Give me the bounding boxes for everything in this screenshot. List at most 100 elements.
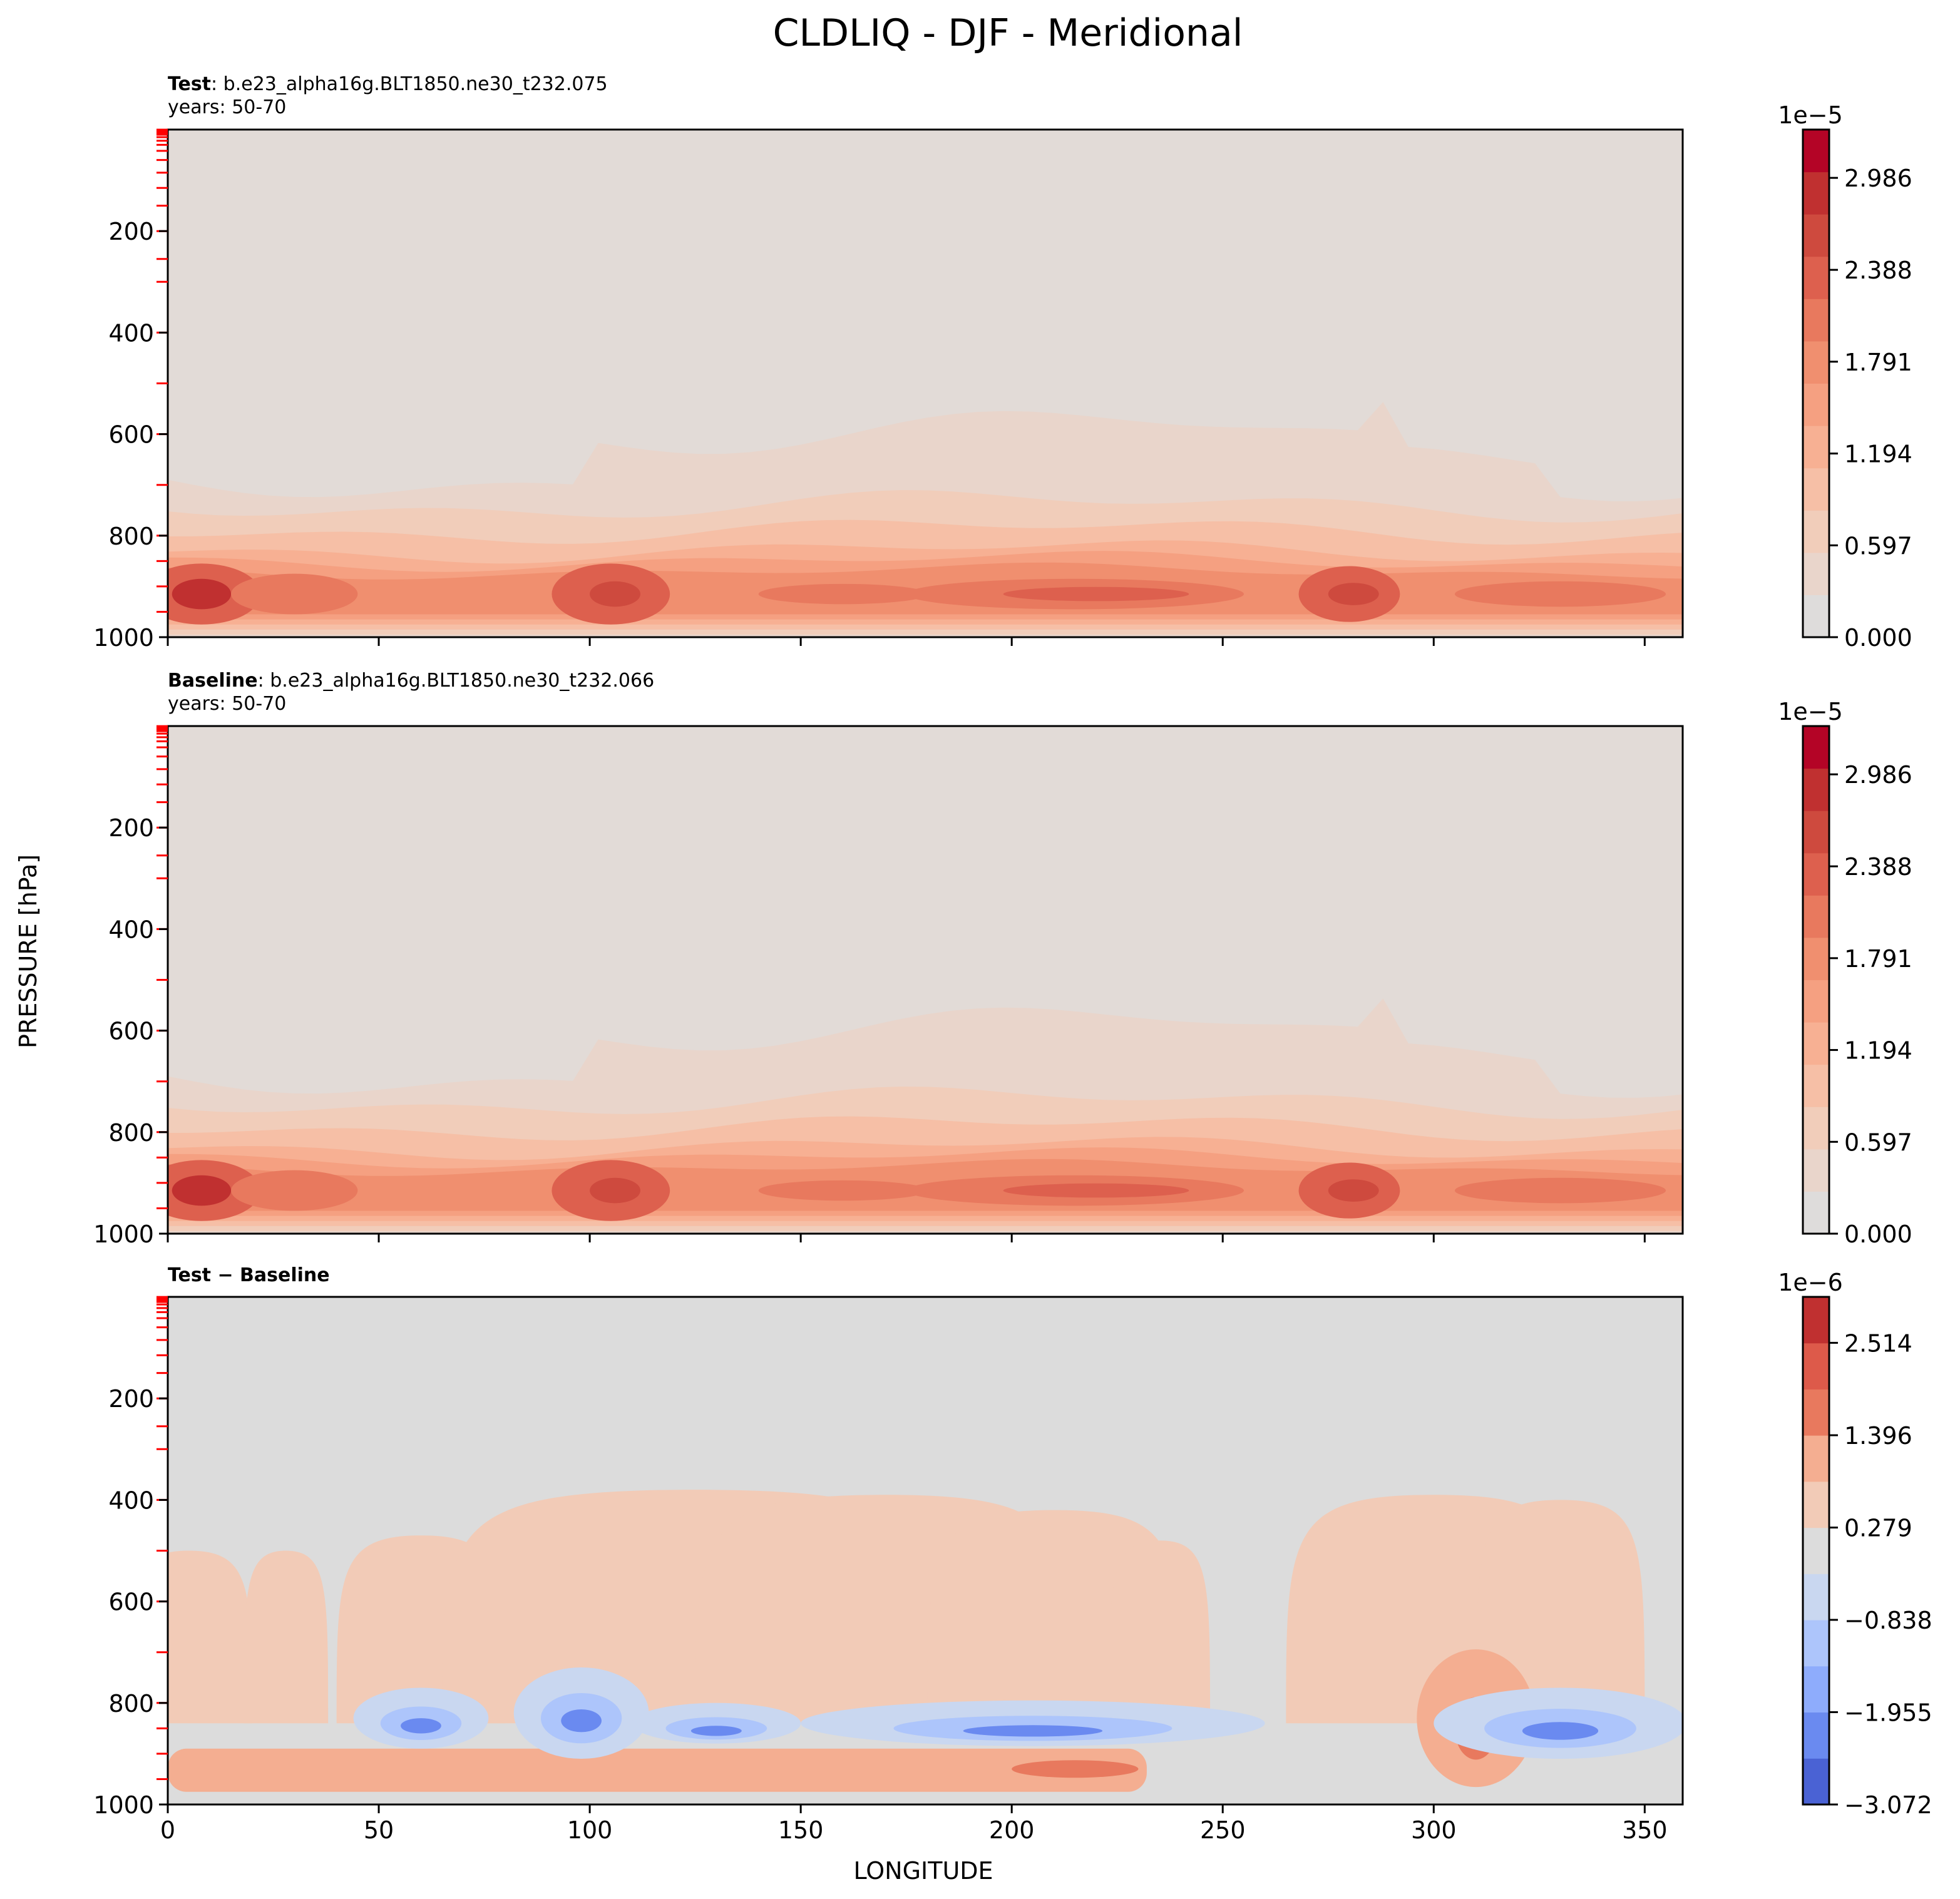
colorbar-tick-label: −0.838	[1844, 1607, 1932, 1634]
colorbar-tick-label: 1.194	[1844, 1037, 1912, 1065]
colorbar-tick-label: 2.388	[1844, 853, 1912, 881]
colorbar-baseline: 1e−5 2.986 2.388 1.791 1.194 0.597 0.000	[1778, 698, 1912, 1248]
x-tick-label: 100	[567, 1816, 613, 1844]
y-tick-label: 400	[108, 1487, 154, 1514]
colorbar-segment	[1803, 299, 1829, 342]
colorbar-frame	[1802, 1296, 1830, 1806]
colorbar-segment	[1803, 895, 1829, 938]
panel-test-label: Test: b.e23_alpha16g.BLT1850.ne30_t232.0…	[168, 73, 608, 95]
colorbar-segment	[1803, 256, 1829, 299]
negative-core-5	[1522, 1722, 1599, 1740]
negative-core-3	[690, 1726, 742, 1736]
x-tick-label: 300	[1411, 1816, 1457, 1844]
x-tick-label: 200	[989, 1816, 1035, 1844]
colorbar-exponent: 1e−5	[1778, 101, 1843, 129]
colorbar-tick-label: 2.514	[1844, 1329, 1912, 1357]
x-tick-label: 250	[1200, 1816, 1246, 1844]
colorbar-segment	[1803, 980, 1829, 1023]
negative-core-1	[401, 1718, 441, 1734]
contour-core-4	[590, 581, 640, 607]
colorbar-tick-label: 2.388	[1844, 257, 1912, 284]
colorbar-tick-label: 1.194	[1844, 441, 1912, 468]
panel-diff-label: Test − Baseline	[168, 1264, 330, 1286]
y-tick-label: 800	[108, 1690, 154, 1717]
colorbar-exponent: 1e−5	[1778, 698, 1843, 725]
y-tick-label: 1000	[93, 1221, 154, 1248]
x-tick-label: 50	[364, 1816, 394, 1844]
colorbar-tick-label: 2.986	[1844, 761, 1912, 789]
colorbar-segment	[1803, 1666, 1829, 1713]
contour-core-11	[231, 573, 358, 615]
x-tick-label: 350	[1622, 1816, 1668, 1844]
colorbar-segment	[1803, 510, 1829, 553]
contour-core-7	[758, 1180, 928, 1201]
colorbar-tick-label: 1.396	[1844, 1422, 1912, 1450]
colorbar-segment	[1803, 1620, 1829, 1667]
colorbar-segment	[1803, 468, 1829, 511]
y-tick-label: 800	[108, 1119, 154, 1147]
colorbar-segment	[1803, 937, 1829, 980]
contour-core-2	[172, 578, 232, 610]
colorbar-test: 1e−5 2.986 2.388 1.791 1.194 0.597 0.000	[1778, 101, 1912, 652]
colorbar-frame	[1802, 725, 1830, 1235]
colorbar-tick-label: 1.791	[1844, 349, 1912, 376]
x-tick-label: 0	[160, 1816, 175, 1844]
colorbar-segment	[1803, 340, 1829, 384]
colorbar-segment	[1803, 1435, 1829, 1482]
x-tick-label: 150	[778, 1816, 824, 1844]
figure-title: CLDLIQ - DJF - Meridional	[773, 11, 1243, 55]
colorbar-segment	[1803, 426, 1829, 469]
colorbar-tick-label: 2.986	[1844, 165, 1912, 192]
colorbar-frame	[1802, 128, 1830, 638]
y-axis-label: PRESSURE [hPa]	[14, 854, 42, 1048]
panel-diff-field	[168, 1297, 1683, 1804]
colorbar-segment	[1803, 1389, 1829, 1436]
colorbar-segment	[1803, 552, 1829, 595]
contour-core-11	[231, 1170, 358, 1211]
colorbar-segment	[1803, 1343, 1829, 1390]
colorbar-tick-label: 0.597	[1844, 1129, 1912, 1156]
colorbar-segment	[1803, 1191, 1829, 1234]
y-tick-label: 200	[108, 218, 154, 245]
positive-surface-band	[168, 1748, 1147, 1792]
contour-core-6	[1003, 586, 1189, 601]
y-tick-label: 1000	[93, 1791, 154, 1819]
panel-baseline-years: years: 50-70	[168, 693, 286, 715]
y-tick-label: 1000	[93, 624, 154, 652]
colorbar-tick-label: −3.072	[1844, 1791, 1932, 1819]
colorbar-tick-label: 0.000	[1844, 1221, 1912, 1248]
colorbar-segment	[1803, 595, 1829, 638]
contour-core-10	[1454, 1177, 1666, 1204]
y-tick-label: 200	[108, 1385, 154, 1413]
panel-test-years: years: 50-70	[168, 96, 286, 118]
colorbar-tick-label: 0.279	[1844, 1515, 1912, 1542]
colorbar-segment	[1803, 1107, 1829, 1150]
contour-core-9	[1328, 583, 1379, 605]
positive-core-1	[1012, 1760, 1139, 1778]
positive-plume-9	[1475, 1500, 1645, 1724]
colorbar-segment	[1803, 130, 1829, 173]
colorbar-segment	[1803, 1574, 1829, 1620]
positive-plume-2	[244, 1550, 329, 1724]
colorbar-segment	[1803, 383, 1829, 426]
colorbar-segment	[1803, 171, 1829, 215]
contour-core-10	[1454, 581, 1666, 607]
y-tick-label: 600	[108, 1589, 154, 1616]
colorbar-segment	[1803, 1297, 1829, 1344]
contour-core-2	[172, 1175, 232, 1206]
colorbar-tick-label: 1.791	[1844, 945, 1912, 973]
colorbar-segment	[1803, 1758, 1829, 1805]
contour-core-4	[590, 1177, 640, 1204]
panel-baseline: Baseline: b.e23_alpha16g.BLT1850.ne30_t2…	[93, 670, 1912, 1248]
colorbar-segment	[1803, 811, 1829, 854]
colorbar-segment	[1803, 1712, 1829, 1759]
panel-baseline-label: Baseline: b.e23_alpha16g.BLT1850.ne30_t2…	[168, 670, 654, 692]
colorbar-segment	[1803, 1527, 1829, 1574]
contour-core-9	[1328, 1179, 1379, 1202]
colorbar-tick-label: 0.000	[1844, 624, 1912, 652]
colorbar-diff: 1e−6 2.514 1.396 0.279 −0.838 −1.955 −3.072	[1778, 1269, 1932, 1819]
panel-baseline-field	[168, 726, 1683, 1234]
y-tick-label: 600	[108, 421, 154, 449]
